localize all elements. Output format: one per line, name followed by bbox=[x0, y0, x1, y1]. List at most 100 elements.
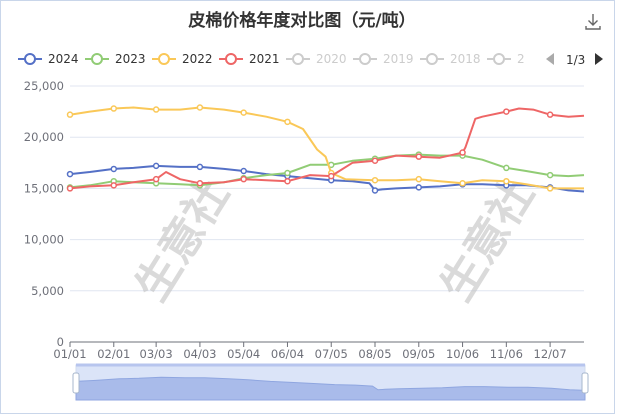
legend-swatch-marker bbox=[426, 53, 438, 65]
zoom-preview-area bbox=[75, 376, 586, 401]
data-point bbox=[240, 175, 247, 183]
legend-swatch-marker bbox=[24, 53, 36, 65]
data-point bbox=[196, 180, 204, 187]
zoom-handle-left[interactable] bbox=[72, 372, 80, 394]
legend-label: 2021 bbox=[249, 52, 280, 66]
x-tick-label: 10/06 bbox=[446, 347, 479, 361]
legend-item-2[interactable]: 2 bbox=[487, 52, 525, 66]
legend-item-2024[interactable]: 2024 bbox=[18, 52, 79, 66]
series-2021 bbox=[66, 107, 585, 192]
legend-label: 2018 bbox=[450, 52, 481, 66]
series-lines bbox=[66, 104, 585, 194]
data-point bbox=[546, 171, 554, 179]
grid-lines bbox=[70, 85, 584, 343]
y-tick-label: 5,000 bbox=[31, 284, 64, 298]
legend-swatch-marker bbox=[91, 53, 103, 65]
legend-prev-icon[interactable] bbox=[546, 53, 554, 65]
series-line-2022 bbox=[69, 106, 584, 190]
watermark: 生意社 生意社 bbox=[126, 171, 544, 310]
x-tick-label: 03/03 bbox=[140, 347, 173, 361]
data-point bbox=[110, 165, 118, 173]
y-tick-label: 20,000 bbox=[24, 130, 64, 144]
download-icon[interactable] bbox=[585, 14, 601, 30]
data-point bbox=[284, 169, 291, 177]
series-2022 bbox=[66, 104, 584, 192]
y-tick-label: 15,000 bbox=[24, 181, 64, 195]
legend-item-2020[interactable]: 2020 bbox=[286, 52, 347, 66]
zoom-handle-right[interactable] bbox=[581, 372, 589, 394]
legend-label: 2019 bbox=[383, 52, 414, 66]
y-tick-label: 0 bbox=[57, 335, 64, 349]
watermark-left: 生意社 bbox=[126, 171, 239, 310]
data-point bbox=[66, 185, 74, 192]
legend-page-indicator: 1/3 bbox=[566, 53, 585, 67]
data-point bbox=[371, 157, 379, 165]
series-line-2024 bbox=[69, 164, 585, 193]
data-point bbox=[110, 182, 118, 189]
legend-swatch-marker bbox=[493, 53, 505, 65]
x-tick-label: 07/05 bbox=[315, 347, 348, 361]
data-point bbox=[459, 149, 466, 156]
legend-label: 2024 bbox=[48, 52, 79, 66]
data-point bbox=[371, 187, 379, 194]
x-tick-label: 06/04 bbox=[271, 347, 304, 361]
legend-pager: 1/3 bbox=[546, 53, 603, 67]
data-zoom-slider[interactable] bbox=[72, 363, 589, 401]
data-point bbox=[546, 111, 554, 118]
legend-label: 2020 bbox=[316, 52, 347, 66]
legend-label: 2 bbox=[517, 52, 525, 66]
x-tick-label: 04/03 bbox=[183, 347, 216, 361]
data-point bbox=[503, 177, 510, 185]
watermark-right: 生意社 bbox=[431, 171, 544, 310]
series-line-2021 bbox=[69, 107, 585, 190]
y-tick-label: 10,000 bbox=[24, 233, 64, 247]
x-tick-label: 05/04 bbox=[227, 347, 260, 361]
x-tick-label: 02/01 bbox=[97, 347, 130, 361]
legend-label: 2022 bbox=[182, 52, 213, 66]
data-point bbox=[66, 170, 74, 178]
data-point bbox=[240, 167, 247, 175]
x-axis: 01/01 02/01 03/03 04/03 05/04 06/04 07/05 08/05… bbox=[53, 342, 567, 361]
legend-swatch-marker bbox=[225, 53, 237, 65]
data-point bbox=[415, 175, 423, 183]
data-point bbox=[546, 185, 554, 192]
chart-title: 皮棉价格年度对比图（元/吨） bbox=[188, 10, 415, 31]
legend-item-2022[interactable]: 2022 bbox=[152, 52, 213, 66]
data-point bbox=[415, 153, 423, 160]
data-point bbox=[110, 105, 118, 112]
legend-swatch-marker bbox=[292, 53, 304, 65]
data-point bbox=[459, 180, 466, 187]
y-axis-ticks: 0 5,000 10,000 15,000 20,000 25,000 bbox=[24, 79, 64, 349]
series-2024 bbox=[66, 162, 585, 194]
x-tick-label: 12/07 bbox=[534, 347, 567, 361]
data-point bbox=[284, 118, 291, 126]
data-point bbox=[503, 108, 510, 115]
data-point bbox=[66, 111, 74, 118]
legend-label: 2023 bbox=[115, 52, 146, 66]
data-point bbox=[152, 106, 160, 113]
data-point bbox=[327, 172, 335, 180]
data-point bbox=[371, 176, 379, 184]
data-point bbox=[196, 104, 204, 111]
y-tick-label: 25,000 bbox=[24, 79, 64, 93]
legend-item-2019[interactable]: 2019 bbox=[353, 52, 414, 66]
data-point bbox=[284, 177, 291, 185]
legend-swatch-marker bbox=[359, 53, 371, 65]
legend-next-icon[interactable] bbox=[595, 53, 603, 65]
data-point bbox=[415, 184, 423, 191]
x-tick-label: 08/05 bbox=[358, 347, 391, 361]
data-point bbox=[240, 109, 247, 116]
data-point bbox=[503, 164, 510, 172]
x-tick-label: 11/06 bbox=[490, 347, 523, 361]
x-tick-label: 01/01 bbox=[53, 347, 86, 361]
x-tick-label: 09/05 bbox=[402, 347, 435, 361]
legend-item-2018[interactable]: 2018 bbox=[420, 52, 481, 66]
legend-swatch-marker bbox=[158, 53, 170, 65]
data-point bbox=[152, 162, 160, 170]
data-point bbox=[196, 163, 204, 171]
legend-item-2023[interactable]: 2023 bbox=[85, 52, 146, 66]
legend-item-2021[interactable]: 2021 bbox=[219, 52, 280, 66]
data-point bbox=[152, 175, 160, 183]
